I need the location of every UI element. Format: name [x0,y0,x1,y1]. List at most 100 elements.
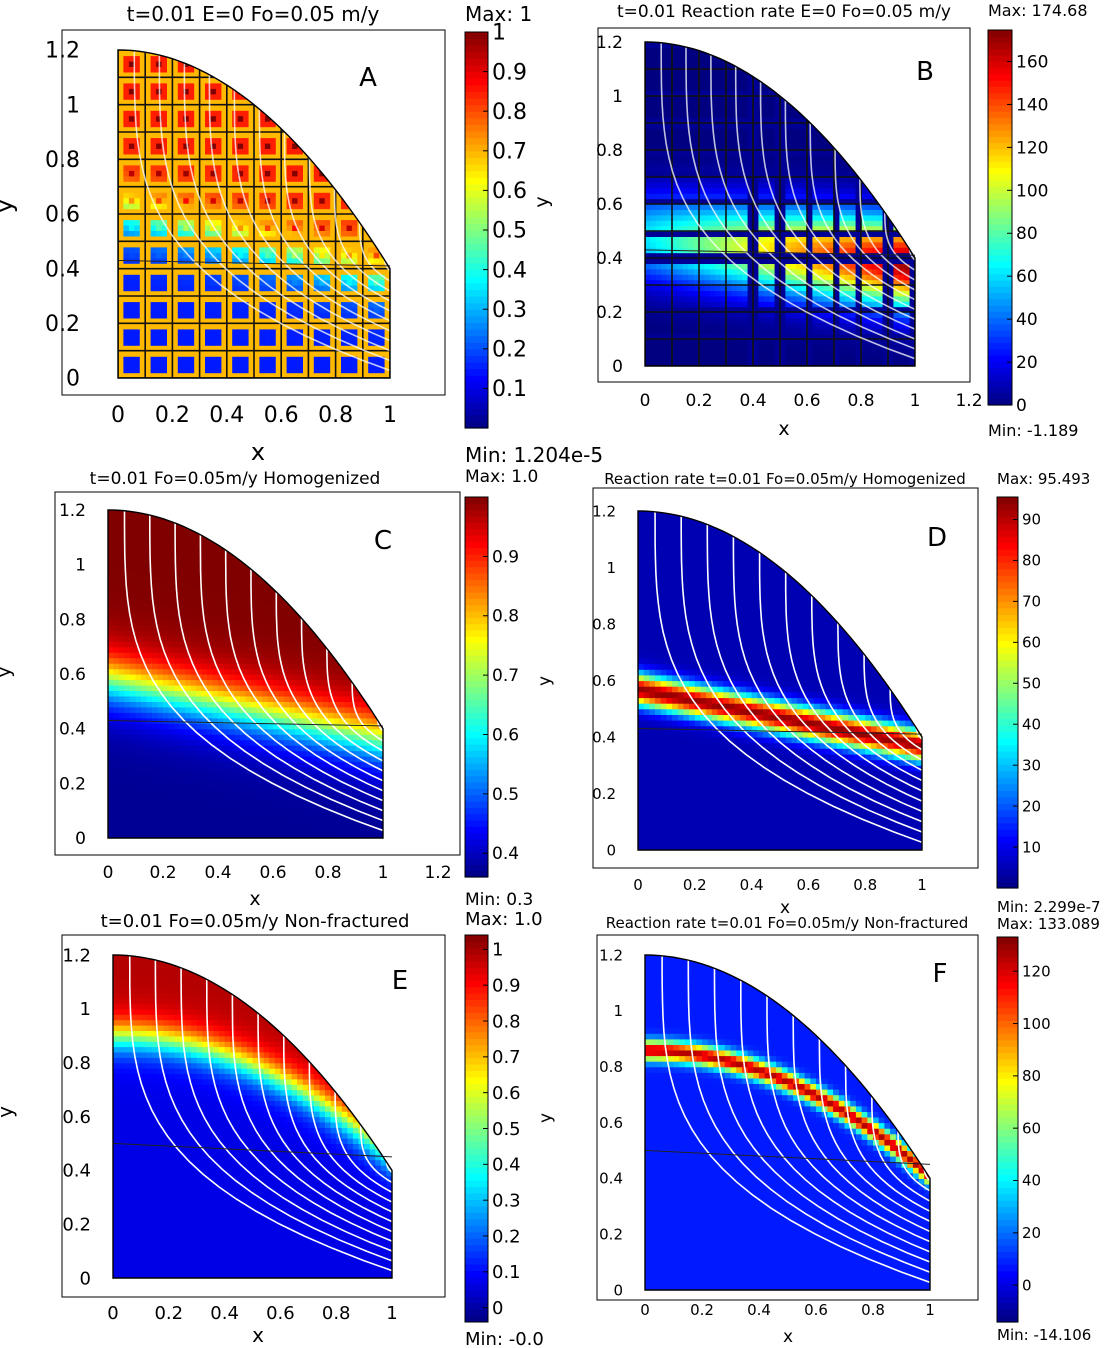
heat-cell [736,301,743,308]
heat-cell [123,153,130,160]
heat-cell [742,214,749,221]
heat-cell [807,274,813,281]
heat-cell [128,93,135,100]
heat-cell [677,204,684,210]
heat-cell [270,345,277,352]
heat-cell [351,372,358,378]
heat-cell [373,263,380,270]
heat-cell [139,142,146,149]
heat-cell [682,268,689,275]
heat-cell [661,241,668,248]
heat-cell [313,350,320,357]
heat-cell [297,175,304,182]
heat-cell [731,225,738,232]
heat-cell [188,93,195,100]
heat-cell [128,224,135,231]
colorbar-segment [465,230,488,238]
heat-cell [270,142,277,149]
heat-cell [167,296,173,303]
heat-cell [205,312,211,319]
heat-cell [774,360,781,366]
heat-cell [720,74,727,81]
heat-cell [731,279,738,286]
heat-cell [801,117,808,124]
heat-cell [226,356,233,363]
heat-cell [747,133,754,140]
heat-cell [210,230,217,237]
heat-cell [796,236,803,243]
heat-cell [709,236,716,243]
heat-cell [726,225,732,232]
heat-cell [666,306,673,313]
heat-cell [134,104,141,111]
heat-cell [275,197,282,204]
heat-cell [281,170,288,177]
heat-cell [655,85,662,92]
heat-cell [172,241,179,248]
heat-cell [199,132,206,139]
heat-cell [709,155,716,162]
heat-cell [785,139,792,146]
heat-cell [248,175,255,182]
heat-cell [215,82,222,89]
heat-cell [699,139,705,146]
heat-cell [167,367,173,374]
heat-cell [688,268,695,275]
heat-cell [704,144,711,151]
heat-cell [726,96,732,102]
heat-cell [183,241,190,248]
heat-cell [210,197,217,204]
heat-cell [645,69,651,75]
heat-cell [742,150,749,156]
heat-cell [210,203,217,210]
heat-cell [693,209,700,216]
heat-cell [254,115,260,122]
heat-cell [264,339,271,346]
heat-cell [780,301,786,308]
heat-cell [677,155,684,162]
heat-cell [286,350,293,357]
heat-cell [319,356,326,363]
heat-cell [785,328,792,335]
heat-cell [769,214,776,221]
heat-cell [226,192,233,199]
heat-cell [672,47,678,54]
heat-cell [790,112,797,119]
heat-cell [308,175,315,182]
heat-cell [270,312,277,319]
heat-cell [145,115,152,122]
heat-cell [758,155,765,162]
heat-cell [362,367,369,374]
heat-cell [183,159,190,166]
heat-cell [194,77,201,84]
heat-cell [785,123,792,129]
heat-cell [134,296,141,303]
heat-cell [709,263,716,270]
heat-cell [123,301,130,308]
heat-cell [742,301,749,308]
heat-cell [118,115,124,122]
heat-cell [688,160,695,167]
heat-cell [324,334,331,341]
heat-cell [313,296,320,303]
heat-cell [672,290,678,297]
heat-cell [693,317,700,324]
heat-cell [753,209,759,216]
heat-cell [221,296,228,303]
heat-cell [254,328,260,335]
heat-cell [704,128,711,135]
heat-cell [645,263,651,270]
heat-cell [199,104,206,111]
heat-cell [807,263,813,270]
heat-cell [221,159,228,166]
heat-cell [379,296,386,303]
heat-cell [357,252,364,259]
heat-cell [650,231,657,237]
heat-cell [297,153,304,160]
heat-cell [351,252,358,259]
heat-cell [232,345,239,352]
heat-cell [704,328,711,335]
heat-cell [753,128,759,135]
heat-cell [210,164,217,171]
heat-cell [677,123,684,129]
